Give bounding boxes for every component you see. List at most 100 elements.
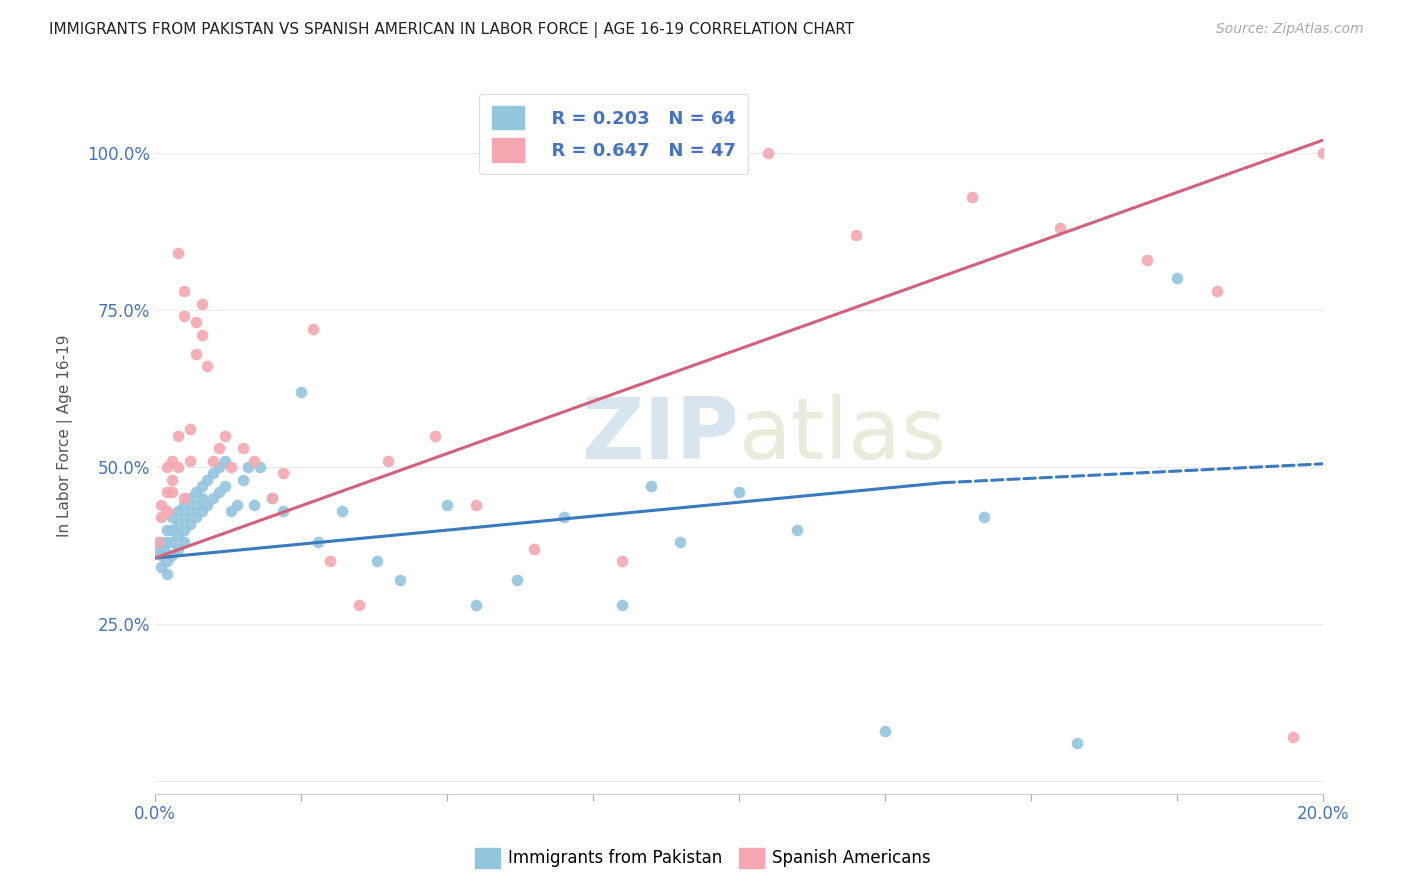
- Point: [197, 359, 219, 374]
- Point: [260, 491, 283, 506]
- Point: [155, 566, 177, 581]
- Point: [179, 491, 201, 506]
- Point: [149, 535, 172, 549]
- Point: [640, 479, 662, 493]
- Point: [173, 491, 195, 506]
- Point: [167, 516, 190, 531]
- Point: [162, 473, 184, 487]
- Point: [167, 460, 190, 475]
- Point: [173, 523, 195, 537]
- Point: [436, 498, 458, 512]
- Point: [190, 491, 212, 506]
- Point: [162, 453, 184, 467]
- Point: [214, 479, 236, 493]
- Point: [1136, 252, 1159, 267]
- Text: ZIP: ZIP: [581, 394, 738, 477]
- Point: [1206, 284, 1229, 298]
- Point: [202, 491, 225, 506]
- Point: [167, 504, 190, 518]
- Point: [238, 460, 260, 475]
- Point: [152, 541, 174, 556]
- Point: [208, 441, 231, 455]
- Point: [844, 227, 866, 242]
- Point: [179, 453, 201, 467]
- Point: [173, 284, 195, 298]
- Point: [727, 485, 749, 500]
- Point: [681, 145, 703, 160]
- Point: [162, 548, 184, 562]
- Point: [155, 523, 177, 537]
- Point: [155, 485, 177, 500]
- Point: [173, 498, 195, 512]
- Point: [155, 504, 177, 518]
- Point: [873, 723, 896, 738]
- Point: [225, 498, 247, 512]
- Point: [173, 535, 195, 549]
- Point: [179, 516, 201, 531]
- Point: [249, 460, 271, 475]
- Point: [465, 498, 488, 512]
- Point: [962, 190, 984, 204]
- Point: [1066, 736, 1088, 750]
- Point: [219, 504, 242, 518]
- Point: [523, 541, 546, 556]
- Point: [377, 453, 399, 467]
- Point: [155, 535, 177, 549]
- Point: [973, 510, 995, 524]
- Point: [184, 316, 207, 330]
- Y-axis label: In Labor Force | Age 16-19: In Labor Force | Age 16-19: [58, 334, 73, 537]
- Point: [167, 541, 190, 556]
- Point: [231, 441, 253, 455]
- Point: [214, 453, 236, 467]
- Point: [190, 296, 212, 310]
- Point: [146, 535, 169, 549]
- Point: [146, 545, 169, 559]
- Point: [173, 309, 195, 323]
- Point: [184, 485, 207, 500]
- Point: [162, 535, 184, 549]
- Point: [319, 554, 342, 568]
- Point: [330, 504, 353, 518]
- Point: [184, 347, 207, 361]
- Text: Source: ZipAtlas.com: Source: ZipAtlas.com: [1216, 22, 1364, 37]
- Point: [190, 479, 212, 493]
- Point: [1312, 145, 1334, 160]
- Point: [273, 467, 295, 481]
- Point: [173, 510, 195, 524]
- Point: [273, 504, 295, 518]
- Point: [162, 510, 184, 524]
- Point: [1282, 730, 1305, 744]
- Point: [465, 598, 488, 612]
- Point: [1166, 271, 1188, 285]
- Point: [184, 498, 207, 512]
- Point: [197, 498, 219, 512]
- Point: [1049, 221, 1071, 235]
- Point: [366, 554, 388, 568]
- Text: atlas: atlas: [738, 394, 946, 477]
- Text: IMMIGRANTS FROM PAKISTAN VS SPANISH AMERICAN IN LABOR FORCE | AGE 16-19 CORRELAT: IMMIGRANTS FROM PAKISTAN VS SPANISH AMER…: [49, 22, 855, 38]
- Point: [231, 473, 253, 487]
- Point: [208, 485, 231, 500]
- Point: [669, 535, 692, 549]
- Point: [149, 548, 172, 562]
- Point: [349, 598, 371, 612]
- Point: [425, 428, 447, 442]
- Point: [190, 504, 212, 518]
- Point: [219, 460, 242, 475]
- Point: [202, 453, 225, 467]
- Point: [214, 428, 236, 442]
- Point: [307, 535, 329, 549]
- Point: [197, 473, 219, 487]
- Point: [167, 246, 190, 260]
- Point: [167, 428, 190, 442]
- Point: [155, 460, 177, 475]
- Point: [149, 510, 172, 524]
- Point: [243, 498, 266, 512]
- Point: [162, 485, 184, 500]
- Point: [756, 145, 779, 160]
- Point: [208, 460, 231, 475]
- Point: [389, 573, 412, 587]
- Point: [260, 491, 283, 506]
- Point: [155, 554, 177, 568]
- Point: [149, 498, 172, 512]
